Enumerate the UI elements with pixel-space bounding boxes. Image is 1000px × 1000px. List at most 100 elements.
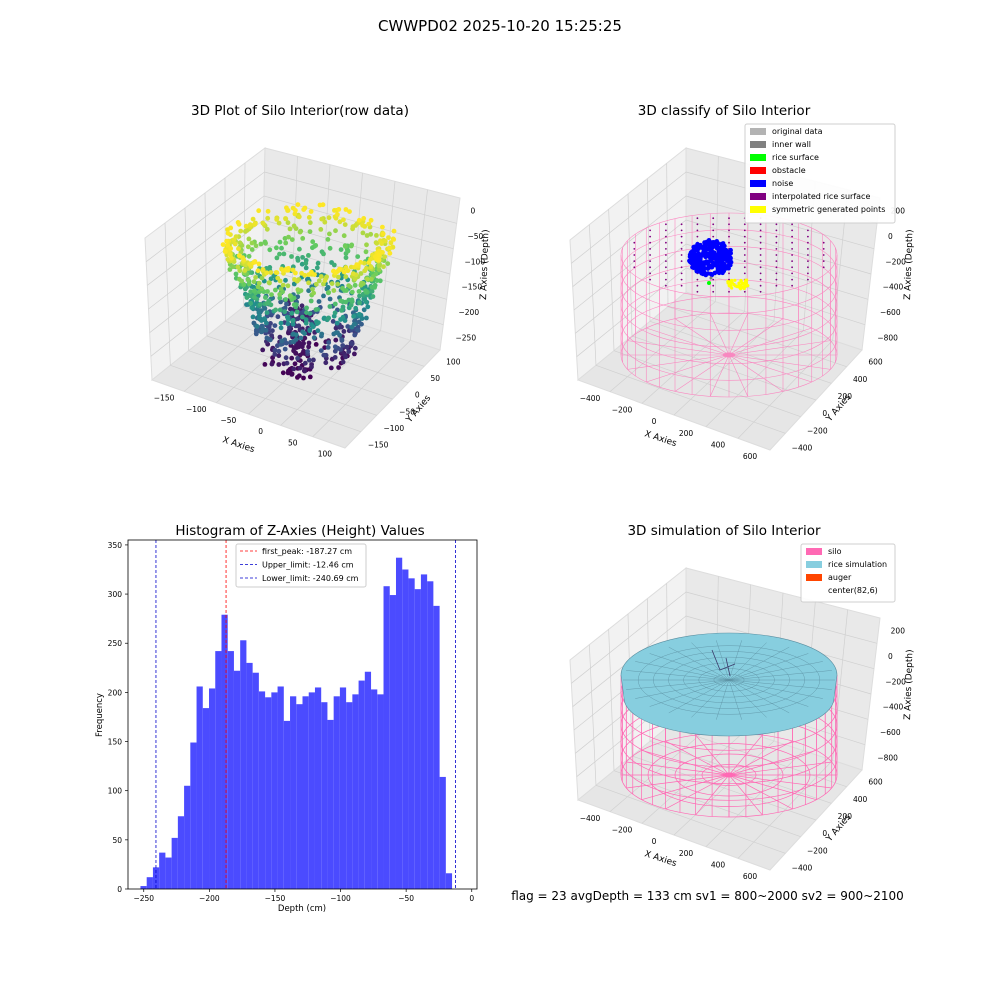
- raw-point: [269, 361, 275, 367]
- raw-point: [237, 268, 243, 274]
- noise-point: [708, 258, 714, 263]
- raw-z-tick-label: −200: [459, 308, 480, 317]
- symmetric-point: [743, 284, 747, 288]
- raw-point: [258, 241, 264, 247]
- histogram-bar: [227, 651, 234, 889]
- interpolated-point: [743, 235, 746, 238]
- raw-point: [311, 290, 316, 296]
- raw-point: [303, 320, 309, 326]
- raw-point: [277, 292, 283, 297]
- silo-spoke: [627, 354, 730, 370]
- noise-point: [703, 254, 708, 260]
- raw-point: [322, 278, 328, 284]
- interpolated-point: [775, 235, 778, 238]
- raw-point: [265, 215, 271, 221]
- interpolated-point: [633, 241, 636, 244]
- histogram-bar: [383, 586, 390, 889]
- raw-point: [300, 314, 305, 320]
- histogram-bar: [283, 720, 291, 889]
- raw-point: [290, 317, 296, 323]
- raw-point: [297, 365, 303, 371]
- histogram-frame: [127, 539, 478, 890]
- interpolated-point: [743, 266, 746, 269]
- histogram-bar: [246, 662, 253, 889]
- silo-spoke: [728, 340, 831, 356]
- raw-point: [332, 310, 338, 316]
- raw-point: [303, 265, 309, 271]
- raw-point: [326, 315, 331, 321]
- raw-point: [333, 228, 338, 234]
- raw-point: [252, 221, 258, 227]
- histogram-bar: [408, 578, 415, 889]
- histogram-bar: [314, 687, 322, 889]
- raw-point: [343, 299, 349, 305]
- raw-3d-panes: [144, 146, 461, 449]
- interpolated-point: [775, 254, 778, 256]
- rice-mesh-line: [728, 679, 809, 707]
- raw-point: [272, 352, 278, 357]
- raw-point: [284, 360, 290, 366]
- histogram-bar: [371, 689, 378, 889]
- raw-point: [306, 215, 312, 220]
- raw-point: [366, 221, 372, 227]
- histogram-bar: [233, 670, 241, 889]
- raw-point: [238, 228, 244, 234]
- raw-point: [343, 354, 348, 360]
- histogram-bar: [346, 702, 353, 889]
- raw-point: [251, 279, 257, 285]
- raw-point: [318, 348, 324, 353]
- raw-point: [227, 252, 233, 258]
- noise-point: [728, 262, 733, 268]
- histogram-bar: [333, 696, 340, 889]
- raw-point: [255, 268, 261, 274]
- legend-entry: first_peak: -187.27 cm: [262, 547, 352, 556]
- histogram-bar: [427, 581, 434, 889]
- raw-point: [315, 328, 321, 334]
- histogram-plot: −250 −200 −150 −100 −50 0 0 50 100 150 200 250 300 35…: [95, 539, 478, 914]
- histogram-bar: [265, 697, 272, 889]
- raw-point: [233, 271, 239, 277]
- interpolated-point: [680, 266, 683, 269]
- inner-wall-point: [709, 276, 713, 280]
- raw-point: [248, 300, 254, 306]
- interpolated-point: [649, 229, 651, 232]
- raw-point: [249, 247, 255, 252]
- raw-point: [387, 245, 392, 251]
- raw-point: [300, 255, 305, 260]
- interpolated-point: [807, 278, 809, 281]
- raw-point: [380, 231, 386, 237]
- interpolated-point: [649, 266, 651, 269]
- raw-point: [291, 366, 297, 372]
- simulation-x-tick-label: 400: [711, 861, 726, 870]
- interpolated-point: [807, 248, 809, 250]
- raw-point: [284, 267, 290, 273]
- panel3-title: Histogram of Z-Axies (Height) Values: [175, 523, 425, 539]
- raw-point: [283, 297, 289, 302]
- interpolated-point: [759, 284, 762, 287]
- interpolated-point: [775, 241, 778, 244]
- raw-point: [356, 311, 362, 317]
- rice-mesh-line: [716, 640, 730, 681]
- classify-3d-plot: −400−2000200400600−400−20002004006002000…: [569, 123, 915, 461]
- raw-point: [245, 277, 251, 282]
- legend-swatch: [750, 141, 766, 148]
- raw-point: [277, 295, 283, 301]
- interpolated-point: [665, 272, 667, 275]
- histogram-y-tick: 350: [108, 541, 123, 550]
- silo-spoke: [728, 354, 749, 397]
- raw-point: [332, 301, 338, 307]
- histogram-bar: [327, 719, 334, 889]
- interpolated-point: [791, 260, 793, 262]
- raw-point: [308, 209, 314, 214]
- raw-point: [295, 287, 301, 293]
- raw-x-tick-label: 0: [258, 427, 263, 436]
- noise-point: [710, 241, 716, 246]
- noise-point: [712, 262, 717, 268]
- interpolated-point: [665, 266, 667, 269]
- raw-point: [319, 331, 325, 337]
- raw-point: [263, 327, 269, 333]
- interpolated-point: [791, 229, 793, 232]
- raw-point: [340, 314, 346, 320]
- raw-point: [355, 254, 361, 259]
- raw-point: [289, 355, 295, 361]
